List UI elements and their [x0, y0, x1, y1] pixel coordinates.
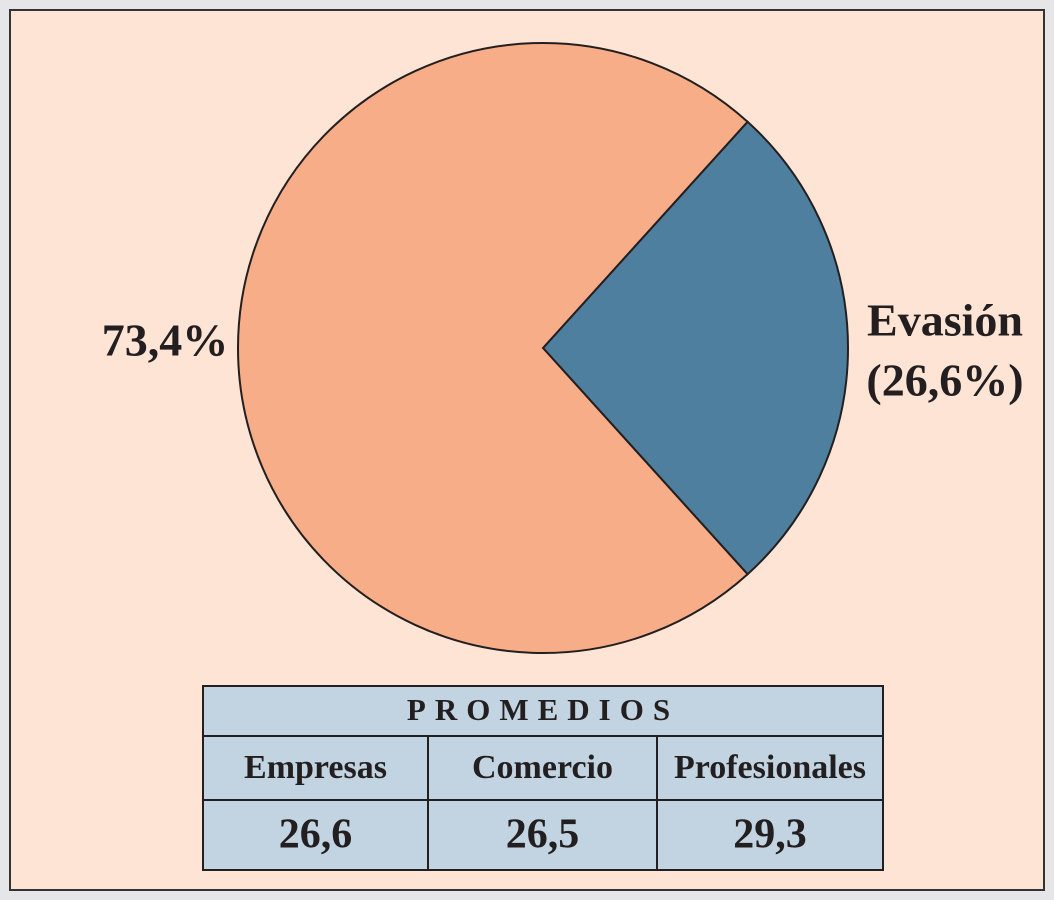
slice-name: Evasión [867, 295, 1023, 346]
column-header: Empresas [244, 749, 387, 786]
table-cell: 26,6 [279, 812, 353, 858]
pie-slice [237, 42, 749, 654]
table-title: PROMEDIOS [407, 692, 679, 727]
slice-label: (26,6%) [866, 355, 1023, 406]
slice-label: 73,4% [102, 315, 229, 366]
table-cell: 29,3 [733, 812, 807, 858]
pie-slice [541, 120, 849, 576]
column-header: Profesionales [674, 749, 866, 786]
table-cell: 26,5 [506, 812, 580, 858]
table-bg [202, 685, 884, 871]
column-header: Comercio [472, 749, 613, 786]
